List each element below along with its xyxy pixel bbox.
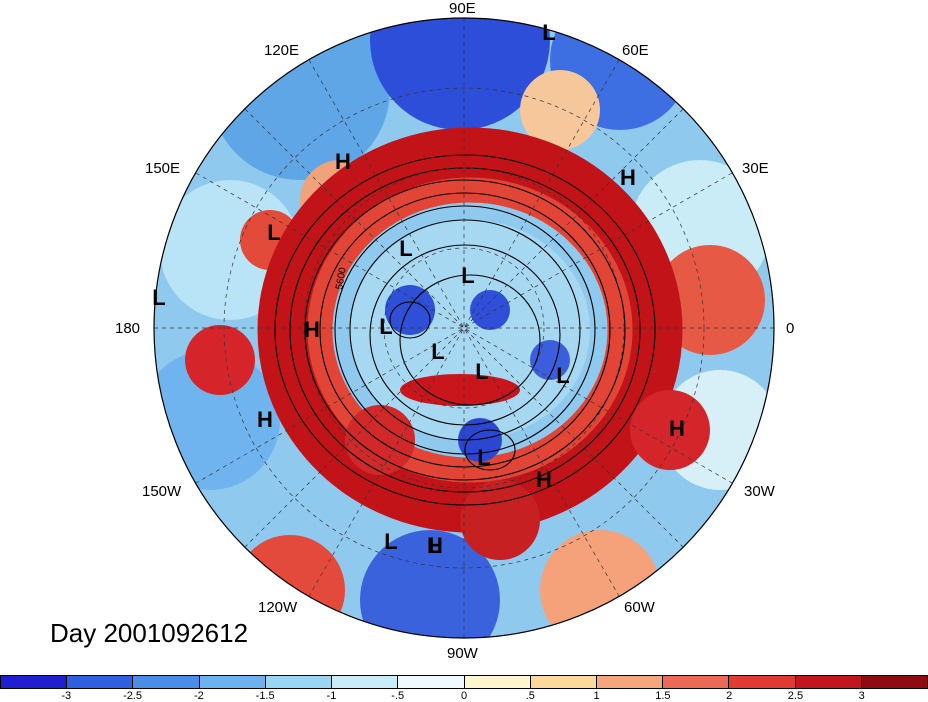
colorbar-segment (199, 676, 266, 688)
low-center: L (399, 236, 413, 261)
low-center: L (542, 20, 556, 45)
colorbar-segment (861, 676, 928, 688)
colorbar-tick-label: -.5 (391, 690, 405, 702)
low-center: L (267, 220, 281, 245)
polar-map: 5600 (153, 17, 775, 639)
colorbar-tick-label: 2.5 (787, 690, 804, 702)
graticule (154, 18, 774, 638)
colorbar-segment (1, 676, 68, 688)
lon-label-120w: 120W (258, 599, 298, 616)
low-center: L (556, 363, 570, 388)
colorbar-tick-label: 2 (726, 690, 733, 702)
colorbar-tick-label: -1 (326, 690, 337, 702)
lon-label-0: 0 (786, 320, 795, 337)
colorbar-tick-label: -2.5 (123, 690, 143, 702)
low-center: L (384, 529, 398, 554)
lon-label-150w: 150W (142, 483, 182, 500)
high-center: H (669, 416, 685, 441)
height-contours (274, 154, 656, 506)
colorbar-segment (464, 676, 531, 688)
colorbar-segment (663, 676, 730, 688)
colorbar-tick-label: 1 (593, 690, 600, 702)
date-label: Day 2001092612 (50, 618, 249, 648)
lon-label-90e: 90E (449, 0, 476, 17)
lon-label-30e: 30E (742, 160, 769, 177)
lon-label-90w: 90W (447, 645, 478, 662)
high-center: H (536, 467, 552, 492)
colorbar-segment (265, 676, 333, 688)
lon-label-60w: 60W (624, 599, 655, 616)
contour-label: 5600 (334, 266, 349, 290)
high-center: H (257, 407, 273, 432)
high-center: H (427, 533, 443, 558)
colorbar-segment (729, 676, 796, 688)
colorbar-tick-label: .5 (525, 690, 535, 702)
colorbar (0, 675, 928, 689)
colorbar-segment (332, 676, 399, 688)
colorbar-tick-label: 3 (858, 690, 865, 702)
colorbar-segment (67, 676, 134, 688)
colorbar-tick-label: -2 (193, 690, 204, 702)
low-center: L (428, 533, 442, 558)
low-center: L (461, 263, 475, 288)
colorbar-segment (795, 676, 862, 688)
low-center: L (152, 285, 166, 310)
low-center: L (475, 359, 489, 384)
low-center: L (477, 445, 491, 470)
lon-label-150e: 150E (145, 160, 181, 177)
low-center: L (431, 339, 445, 364)
lon-label-60e: 60E (622, 42, 649, 59)
colorbar-tick-label: -1.5 (255, 690, 275, 702)
high-center: H (620, 165, 636, 190)
colorbar-tick-label: 0 (460, 690, 468, 702)
colorbar-segment (530, 676, 597, 688)
lon-label-120e: 120E (264, 42, 300, 59)
map-border (153, 17, 775, 639)
lon-label-180: 180 (115, 320, 141, 337)
colorbar-segment (133, 676, 200, 688)
colorbar-segment (398, 676, 465, 688)
low-center: L (379, 314, 393, 339)
high-center: H (335, 149, 351, 174)
high-center: H (304, 317, 320, 342)
lon-label-30w: 30W (744, 483, 775, 500)
colorbar-segment (596, 676, 664, 688)
colorbar-tick-label: 1.5 (655, 690, 671, 702)
colorbar-tick-label: -3 (61, 690, 72, 702)
